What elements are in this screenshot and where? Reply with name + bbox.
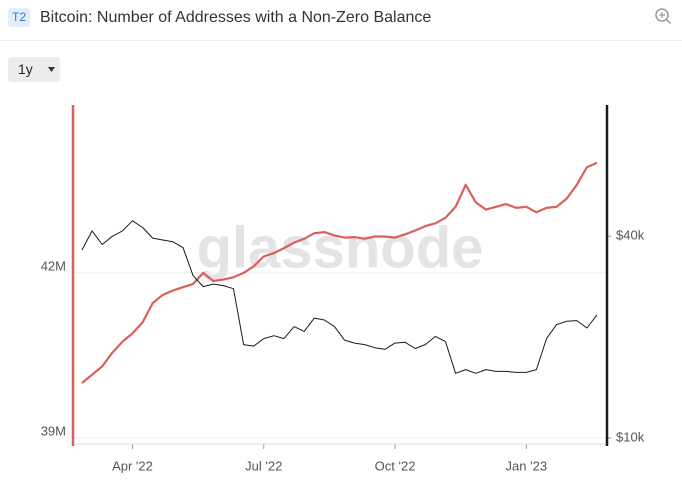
y2-tick-label: $40k	[616, 228, 645, 243]
dropdown-caret	[48, 67, 55, 72]
line	[81, 161, 598, 384]
zoom-icon[interactable]	[654, 7, 672, 25]
range-label: 1y	[18, 61, 33, 77]
x-tick-label: Jul '22	[245, 458, 282, 473]
header: T2 Bitcoin: Number of Addresses with a N…	[0, 0, 682, 41]
range-button[interactable]: 1y	[8, 57, 60, 82]
x-tick-label: Jan '23	[506, 458, 548, 473]
line	[81, 220, 598, 374]
y-tick-label: 39M	[41, 423, 66, 438]
chart-title: Bitcoin: Number of Addresses with a Non-…	[40, 9, 432, 26]
badge: T2	[8, 8, 30, 27]
x-tick-label: Apr '22	[112, 458, 153, 473]
watermark: glassnode	[197, 215, 484, 280]
x-tick-label: Oct '22	[375, 458, 416, 473]
y-tick-label: 42M	[41, 258, 66, 273]
y2-tick-label: $10k	[616, 429, 645, 444]
